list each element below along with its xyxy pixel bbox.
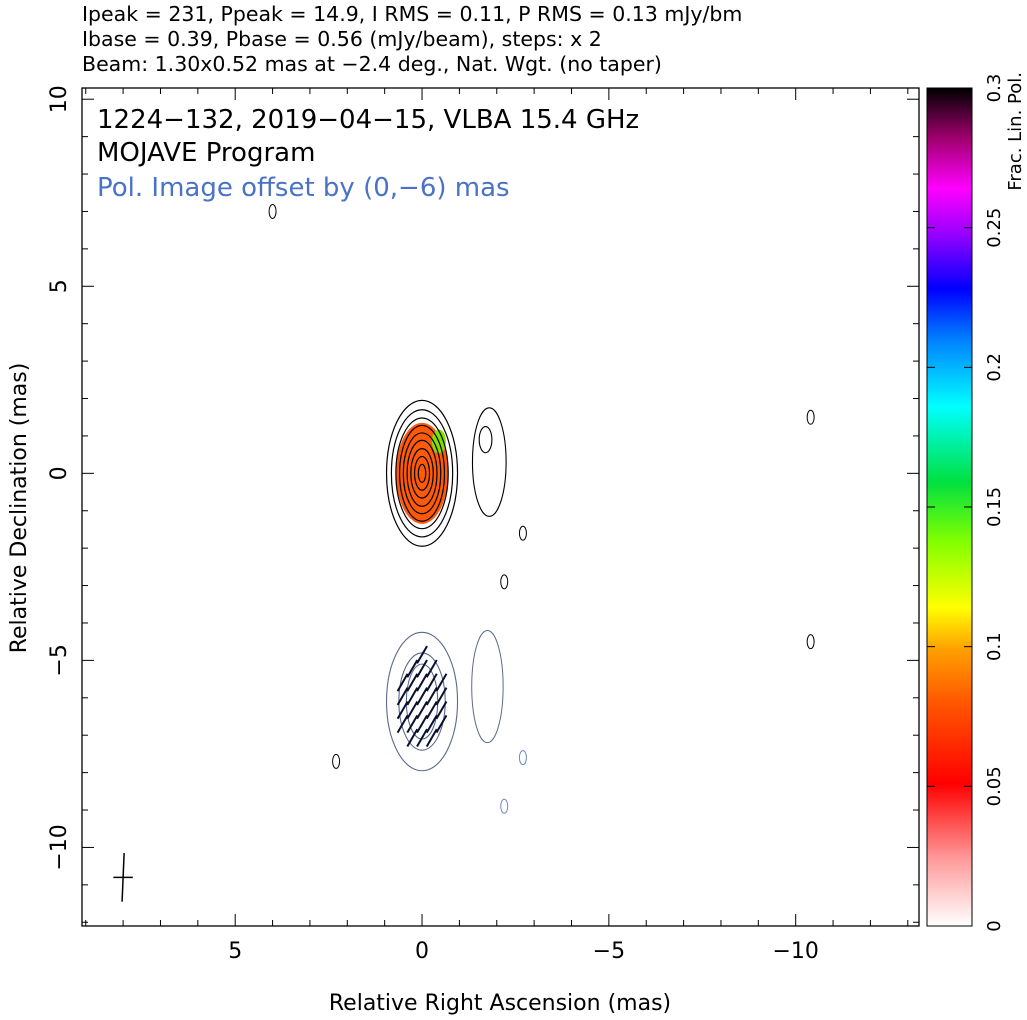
header-line-2: Ibase = 0.39, Pbase = 0.56 (mJy/beam), s… — [82, 27, 602, 51]
pol-offset-annotation: Pol. Image offset by (0,−6) mas — [97, 173, 510, 203]
intensity-island — [332, 753, 341, 769]
evpa-vector — [425, 728, 438, 747]
x-tick-label: 5 — [228, 939, 242, 964]
evpa-vector — [416, 645, 428, 664]
x-tick-label: −10 — [772, 939, 818, 964]
evpa-vector — [396, 673, 409, 692]
intensity-contour — [410, 448, 434, 499]
evpa-vector — [425, 673, 438, 692]
intensity-island — [806, 634, 815, 650]
evpa-vector — [406, 714, 419, 734]
intensity-contour — [399, 424, 446, 522]
x-axis-label: Relative Right Ascension (mas) — [329, 991, 671, 1016]
evpa-vector — [416, 714, 428, 734]
evpa-vector — [425, 700, 438, 720]
plot-area — [113, 203, 815, 902]
colorbar-tick-label: 0.05 — [984, 766, 1005, 806]
y-tick-label: 0 — [47, 466, 72, 480]
chart-title: 1224−132, 2019−04−15, VLBA 15.4 GHz — [97, 105, 639, 135]
intensity-contour — [417, 463, 427, 483]
evpa-vector — [396, 714, 409, 734]
header-line-3: Beam: 1.30x0.52 mas at −2.4 deg., Nat. W… — [82, 52, 662, 76]
colorbar-tick-label: 0 — [984, 920, 1005, 931]
x-tick-label: 0 — [415, 939, 429, 964]
evpa-vector — [396, 687, 409, 706]
intensity-island — [268, 203, 277, 219]
evpa-vector — [425, 659, 438, 678]
colorbar-ticks: 0 0.05 0.1 0.15 0.2 0.25 0.3 — [927, 74, 1005, 932]
colorbar-tick-label: 0.15 — [984, 487, 1005, 527]
evpa-vector — [416, 700, 428, 720]
intensity-contour — [406, 439, 438, 507]
evpa-vector — [396, 700, 409, 720]
intensity-contour — [402, 432, 442, 515]
chart-subtitle: MOJAVE Program — [97, 138, 315, 168]
colorbar-tick-label: 0.25 — [984, 208, 1005, 248]
y-axis-label: Relative Declination (mas) — [7, 363, 32, 654]
evpa-vector — [416, 673, 428, 692]
x-tick-label: −5 — [593, 939, 625, 964]
colorbar-label: Frac. Lin. Pol. — [1005, 72, 1026, 191]
header-line-1: Ipeak = 231, Ppeak = 14.9, I RMS = 0.11,… — [82, 2, 743, 26]
evpa-vector — [435, 714, 448, 734]
intensity-contour — [395, 417, 449, 530]
evpa-vector — [406, 673, 419, 692]
evpa-vector — [406, 687, 419, 706]
evpa-vector — [406, 728, 419, 747]
evpa-vector — [416, 728, 428, 747]
evpa-vector — [425, 687, 438, 706]
colorbar-tick-label: 0.2 — [984, 353, 1005, 382]
pol-island — [500, 798, 509, 814]
intensity-island — [518, 525, 527, 541]
evpa-vector — [406, 659, 419, 678]
pol-contour — [385, 631, 459, 772]
evpa-vector — [435, 700, 448, 720]
y-tick-label: 5 — [47, 279, 72, 293]
evpa-vector — [435, 673, 448, 692]
intensity-contour — [385, 399, 459, 547]
pol-island — [518, 750, 527, 766]
intensity-contour — [413, 455, 431, 491]
intensity-contour — [390, 409, 454, 538]
axis-ticks: 5 0 −5 −10 10 5 0 −5 −10 — [47, 85, 919, 964]
plot-frame — [81, 87, 920, 927]
evpa-vector — [406, 700, 419, 720]
y-tick-label: 10 — [47, 85, 72, 113]
colorbar-tick-label: 0.1 — [984, 632, 1005, 661]
y-tick-label: −5 — [47, 644, 72, 676]
intensity-island — [500, 574, 509, 590]
evpa-vector — [416, 659, 428, 678]
evpa-vector — [416, 687, 428, 706]
colorbar-tick-label: 0.3 — [984, 74, 1005, 103]
evpa-vector — [425, 714, 438, 734]
jet-contour-outer — [471, 407, 507, 517]
pol-jet-contour — [471, 629, 504, 744]
evpa-vector — [435, 687, 448, 706]
jet-contour-inner — [478, 426, 493, 454]
intensity-island — [806, 409, 815, 425]
y-tick-label: −10 — [47, 824, 72, 870]
